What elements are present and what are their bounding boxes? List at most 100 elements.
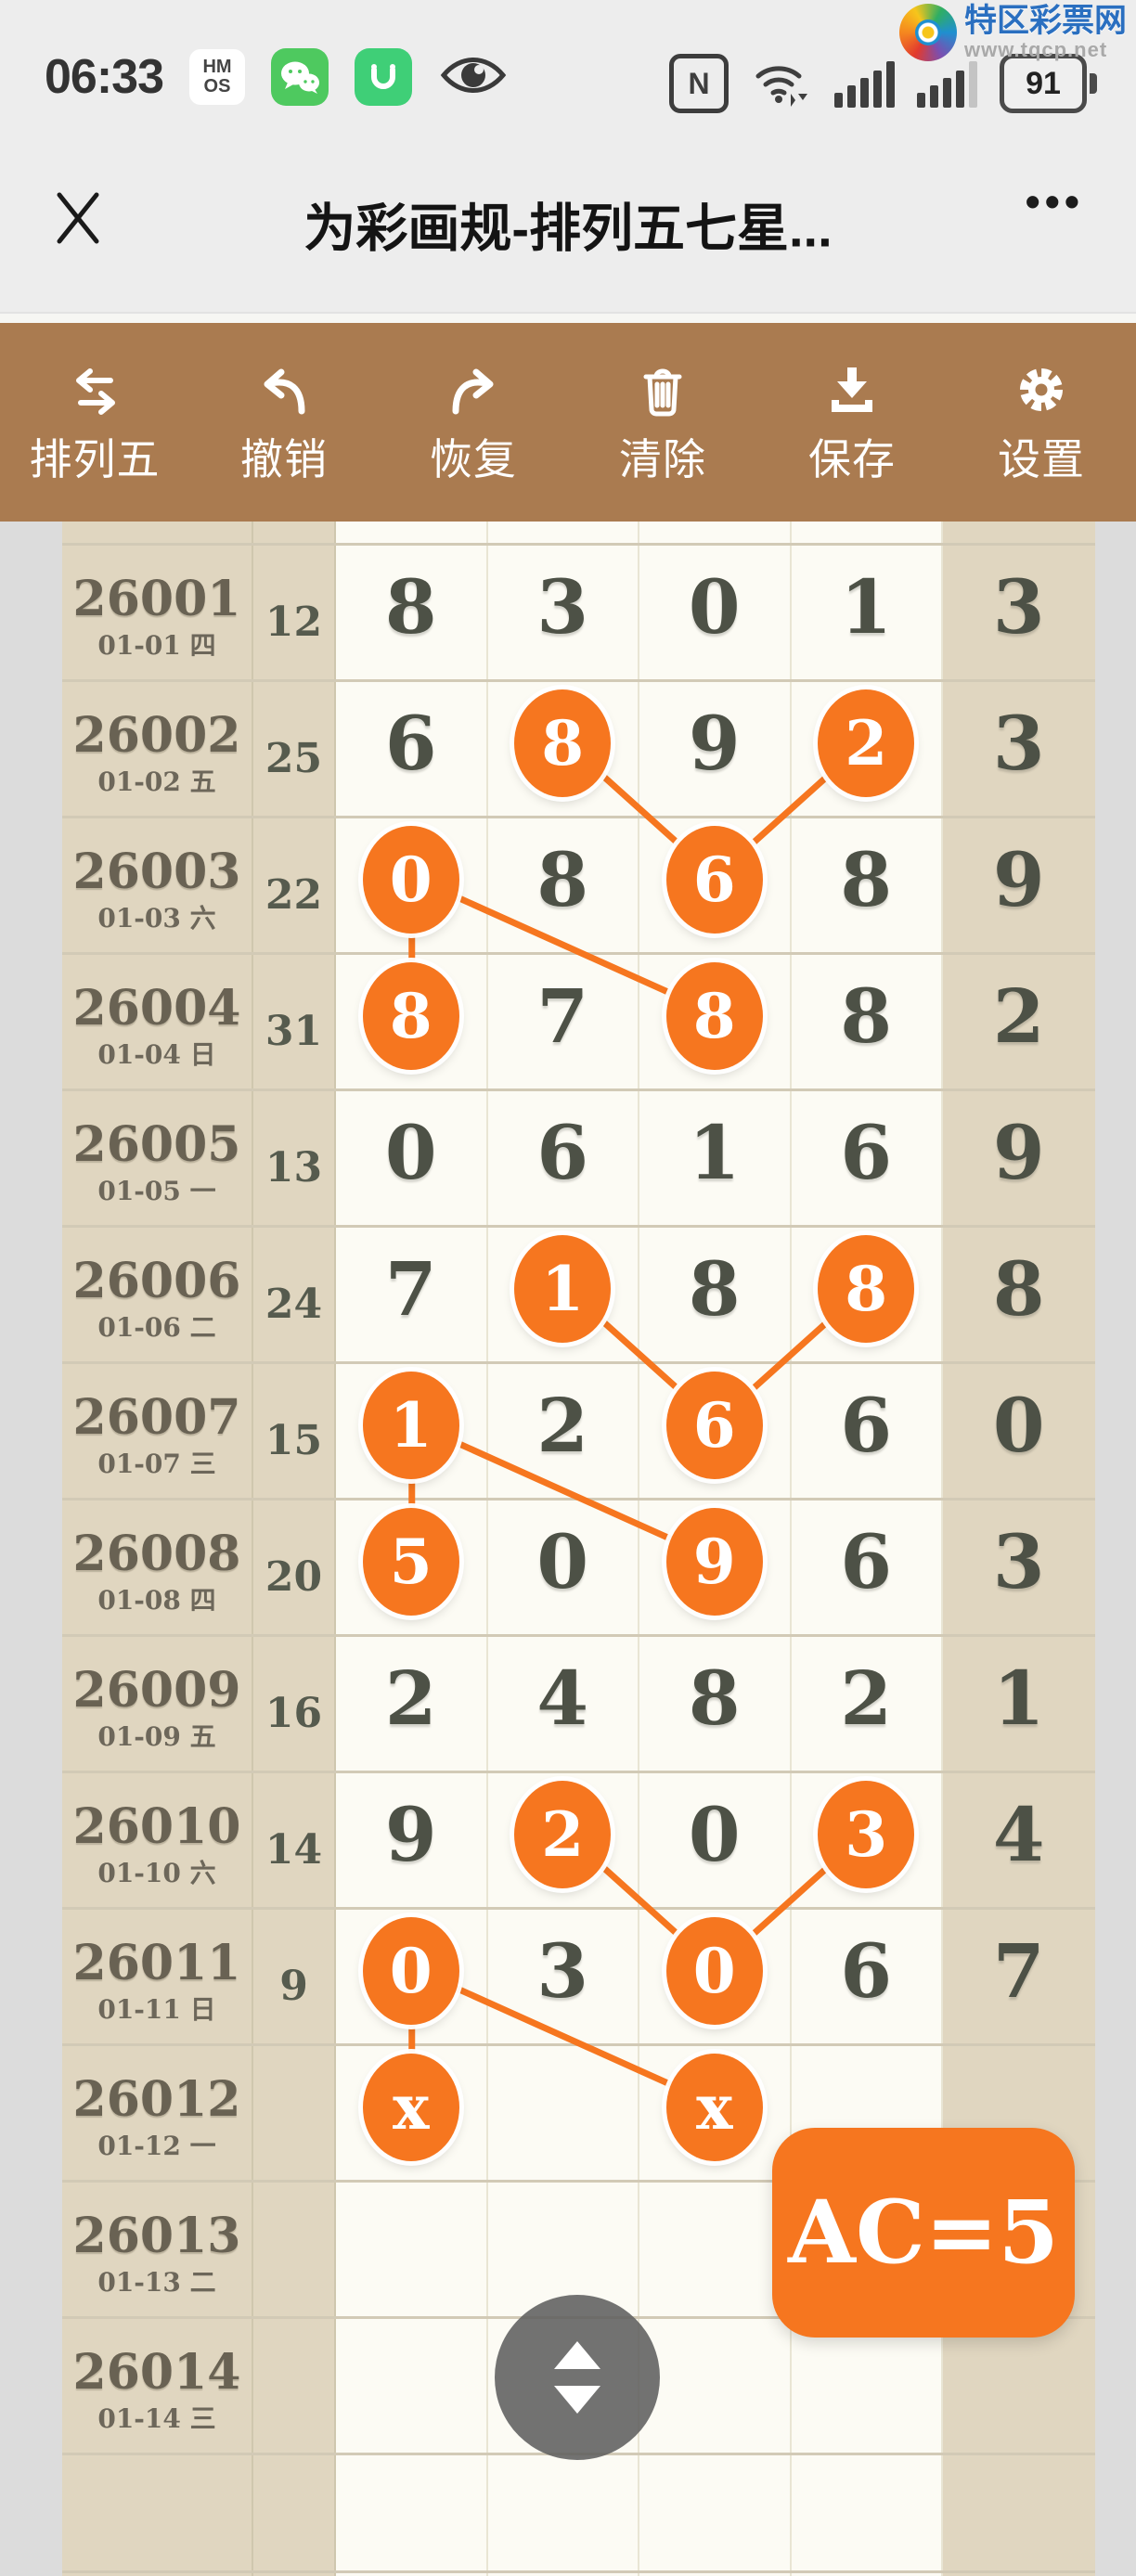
digit-cell[interactable]: 9 — [639, 682, 792, 816]
digit-cell[interactable]: 2 — [487, 1364, 639, 1498]
digit-cell[interactable]: 6 — [487, 1091, 639, 1225]
toolbar-button-clear[interactable]: 清除 — [568, 323, 757, 522]
digit-cell[interactable] — [487, 2046, 639, 2180]
digit-cell[interactable]: 8 — [639, 955, 792, 1088]
circled-digit[interactable]: 0 — [665, 1917, 763, 2025]
digit-cell[interactable]: 6 — [791, 1501, 943, 1634]
more-menu-icon[interactable]: ••• — [1025, 177, 1084, 225]
digit-cell[interactable] — [487, 2183, 639, 2316]
digit-cell[interactable]: 2 — [336, 1637, 488, 1771]
digit-cell[interactable]: 8 — [487, 818, 639, 952]
digit-cell[interactable] — [943, 2319, 1095, 2453]
digit-cell[interactable]: 2 — [791, 682, 943, 816]
digit-cell[interactable]: 8 — [336, 955, 488, 1088]
digit-cell[interactable] — [639, 2455, 792, 2570]
digit-cell[interactable]: 6 — [791, 1910, 943, 2043]
circled-digit[interactable]: x — [665, 2054, 763, 2161]
digit-cell[interactable]: 9 — [639, 1501, 792, 1634]
circled-digit[interactable]: 0 — [362, 826, 459, 934]
circled-digit[interactable]: 8 — [665, 962, 763, 1070]
circled-digit[interactable]: 8 — [818, 1235, 915, 1343]
digit-cell[interactable]: 6 — [791, 1364, 943, 1498]
digit-cell[interactable]: 8 — [791, 955, 943, 1088]
digit-cell[interactable]: 3 — [943, 1501, 1095, 1634]
digit-cell[interactable]: 8 — [639, 1637, 792, 1771]
ac-value-badge[interactable]: AC=5 — [772, 2128, 1075, 2338]
digit-cell[interactable]: 0 — [639, 1910, 792, 2043]
digit-cell[interactable]: 8 — [791, 818, 943, 952]
circled-digit[interactable]: 5 — [362, 1508, 459, 1616]
digit-cell[interactable]: 3 — [943, 682, 1095, 816]
digit-cell[interactable]: x — [639, 2046, 792, 2180]
digit-cell[interactable]: 0 — [639, 1773, 792, 1907]
toolbar-button-redo[interactable]: 恢复 — [379, 323, 568, 522]
scroll-toggle-button[interactable] — [495, 2295, 660, 2460]
digit-cell[interactable] — [336, 522, 488, 543]
toolbar-button-undo[interactable]: 撤销 — [189, 323, 379, 522]
digit-cell[interactable] — [791, 2573, 943, 2576]
digit-cell[interactable]: 0 — [487, 1501, 639, 1634]
digit-cell[interactable]: 2 — [943, 955, 1095, 1088]
circled-digit[interactable]: 1 — [362, 1372, 459, 1479]
digit-cell[interactable]: 8 — [487, 682, 639, 816]
digit-cell[interactable] — [791, 2455, 943, 2570]
digit-cell[interactable]: 0 — [943, 1364, 1095, 1498]
digit-cell[interactable] — [487, 522, 639, 543]
digit-cell[interactable] — [639, 2183, 792, 2316]
digit-cell[interactable]: 9 — [943, 1091, 1095, 1225]
circled-digit[interactable]: x — [362, 2054, 459, 2161]
digit-cell[interactable]: 4 — [487, 1637, 639, 1771]
digit-cell[interactable]: 7 — [943, 1910, 1095, 2043]
digit-cell[interactable] — [791, 2319, 943, 2453]
digit-cell[interactable]: 2 — [487, 1773, 639, 1907]
digit-cell[interactable]: 1 — [791, 546, 943, 679]
digit-cell[interactable]: 4 — [943, 1773, 1095, 1907]
circled-digit[interactable]: 6 — [665, 826, 763, 934]
digit-cell[interactable]: 1 — [639, 1091, 792, 1225]
circled-digit[interactable]: 8 — [514, 689, 612, 797]
circled-digit[interactable]: 0 — [362, 1917, 459, 2025]
digit-cell[interactable]: 6 — [791, 1091, 943, 1225]
digit-cell[interactable]: 2 — [791, 1637, 943, 1771]
digit-cell[interactable]: 6 — [639, 818, 792, 952]
digit-cell[interactable]: 0 — [336, 1091, 488, 1225]
digit-cell[interactable] — [639, 2319, 792, 2453]
digit-cell[interactable]: 8 — [791, 1228, 943, 1361]
toolbar-button-save[interactable]: 保存 — [757, 323, 947, 522]
digit-cell[interactable] — [943, 2573, 1095, 2576]
toolbar-button-game-switch[interactable]: 排列五 — [0, 323, 189, 522]
digit-cell[interactable]: 3 — [791, 1773, 943, 1907]
digit-cell[interactable]: x — [336, 2046, 488, 2180]
toolbar-button-settings[interactable]: 设置 — [947, 323, 1136, 522]
circled-digit[interactable]: 1 — [514, 1235, 612, 1343]
digit-cell[interactable]: 0 — [336, 1910, 488, 2043]
digit-cell[interactable] — [639, 2573, 792, 2576]
circled-digit[interactable]: 2 — [514, 1781, 612, 1888]
digit-cell[interactable] — [943, 522, 1095, 543]
digit-cell[interactable]: 3 — [487, 546, 639, 679]
digit-cell[interactable]: 0 — [336, 818, 488, 952]
digit-cell[interactable] — [336, 2455, 488, 2570]
circled-digit[interactable]: 3 — [818, 1781, 915, 1888]
digit-cell[interactable]: 1 — [336, 1364, 488, 1498]
circled-digit[interactable]: 8 — [362, 962, 459, 1070]
digit-cell[interactable]: 9 — [943, 818, 1095, 952]
digit-cell[interactable] — [336, 2183, 488, 2316]
digit-cell[interactable]: 8 — [943, 1228, 1095, 1361]
digit-cell[interactable]: 3 — [487, 1910, 639, 2043]
digit-cell[interactable]: 7 — [487, 955, 639, 1088]
digit-cell[interactable]: 8 — [336, 546, 488, 679]
digit-cell[interactable] — [487, 2455, 639, 2570]
digit-cell[interactable]: 5 — [336, 1501, 488, 1634]
digit-cell[interactable]: 0 — [639, 546, 792, 679]
digit-cell[interactable]: 6 — [336, 682, 488, 816]
digit-cell[interactable]: 1 — [487, 1228, 639, 1361]
digit-cell[interactable] — [487, 2573, 639, 2576]
circled-digit[interactable]: 9 — [665, 1508, 763, 1616]
digit-cell[interactable]: 6 — [639, 1364, 792, 1498]
digit-cell[interactable]: 1 — [943, 1637, 1095, 1771]
digit-cell[interactable]: 7 — [336, 1228, 488, 1361]
circled-digit[interactable]: 2 — [818, 689, 915, 797]
digit-cell[interactable] — [639, 522, 792, 543]
circled-digit[interactable]: 6 — [665, 1372, 763, 1479]
